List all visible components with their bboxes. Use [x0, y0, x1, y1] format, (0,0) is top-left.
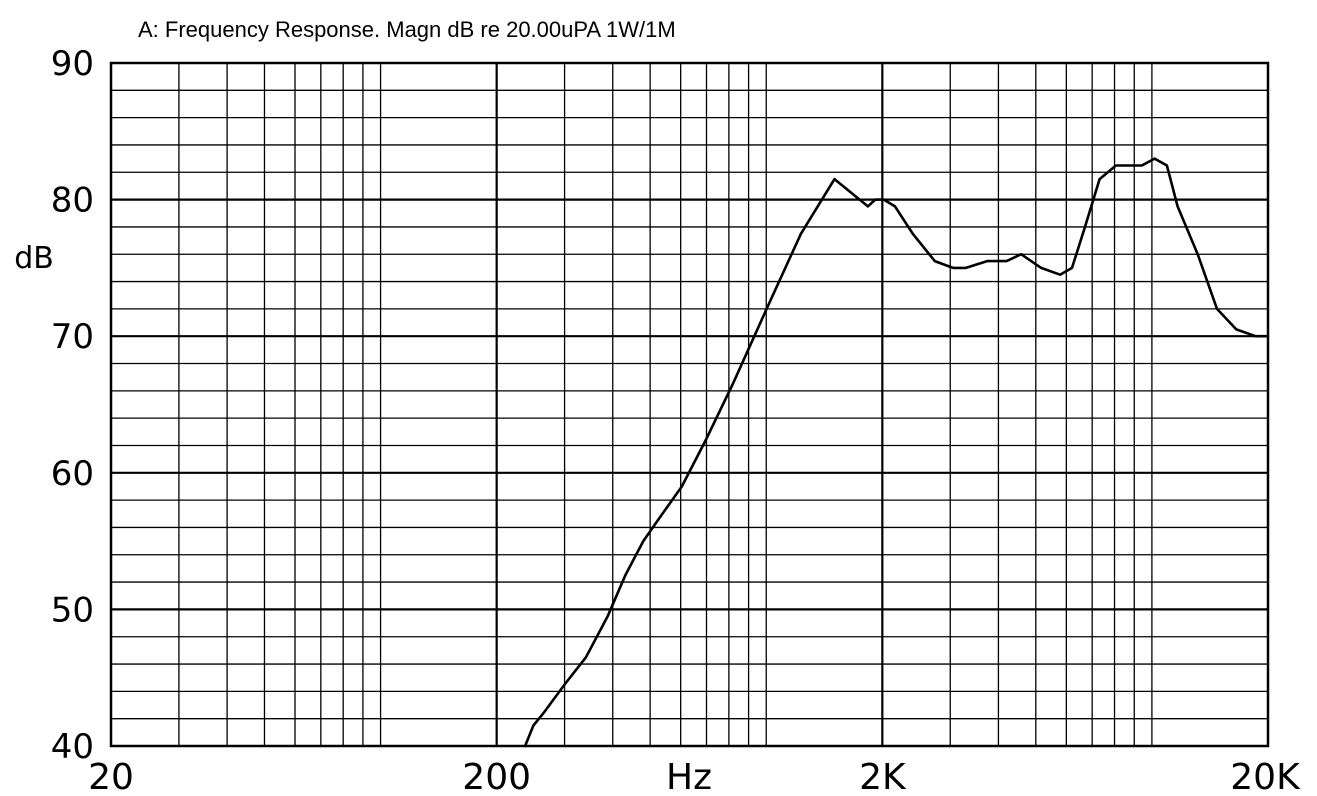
- major-gridlines: [111, 63, 1268, 746]
- y-tick-label: 80: [51, 181, 94, 221]
- x-axis-label: Hz: [666, 757, 712, 796]
- x-tick-label: 20: [88, 757, 134, 796]
- x-tick-label: 20K: [1230, 757, 1301, 796]
- y-tick-label: 60: [51, 454, 94, 494]
- series-layer: [523, 157, 1270, 748]
- y-tick-label: 70: [51, 317, 94, 357]
- y-tick-label: 40: [51, 727, 94, 767]
- x-tick-label: 2K: [859, 757, 907, 796]
- chart-title: A: Frequency Response. Magn dB re 20.00u…: [138, 17, 676, 42]
- y-tick-label: 50: [51, 590, 94, 630]
- minor-gridlines: [111, 63, 1268, 746]
- y-tick-labels: 40 50 60 70 80 90: [51, 44, 94, 767]
- x-tick-label: 200: [462, 757, 531, 796]
- x-tick-labels: 20 200 2K 20K: [88, 757, 1301, 796]
- plot-frame: [109, 61, 1270, 748]
- y-axis-label: dB: [14, 241, 54, 276]
- frequency-response-line: [523, 157, 1270, 748]
- y-tick-label: 90: [51, 44, 94, 84]
